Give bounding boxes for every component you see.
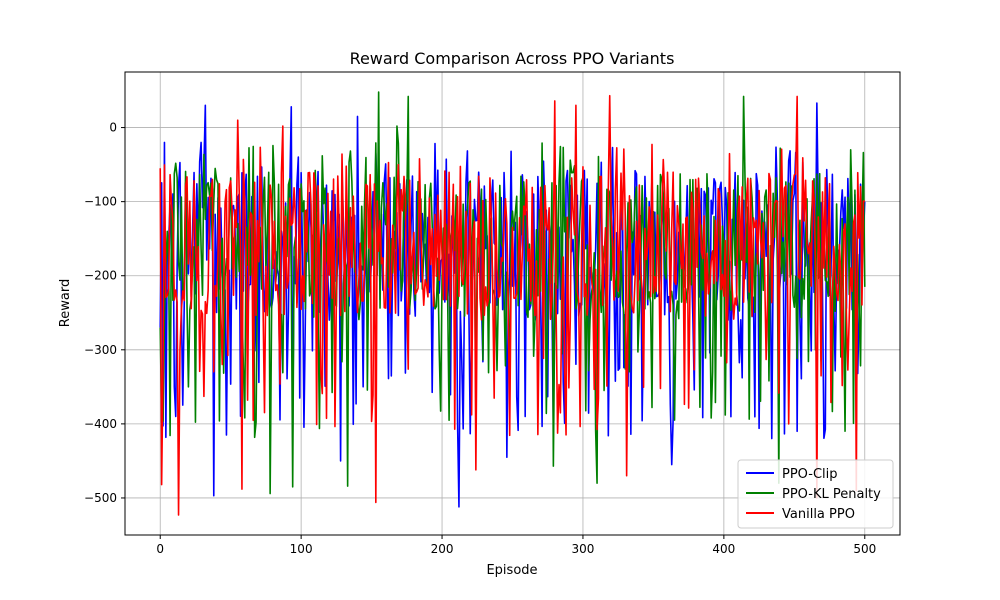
x-tick-label: 500 [853, 542, 876, 556]
legend: PPO-Clip PPO-KL Penalty Vanilla PPO [737, 459, 894, 529]
x-tick-label: 400 [712, 542, 735, 556]
series-line-vanilla-ppo [159, 94, 866, 516]
y-tick-label: −400 [84, 417, 117, 431]
y-tick-label: −100 [84, 195, 117, 209]
series-lines [159, 91, 866, 516]
legend-label: PPO-KL Penalty [782, 487, 881, 502]
x-axis-ticks: 0 100 200 300 400 500 [156, 535, 876, 556]
y-axis-ticks: 0 −100 −200 −300 −400 −500 [84, 121, 125, 505]
series-line-ppo-clip [159, 102, 866, 508]
x-tick-label: 100 [290, 542, 313, 556]
x-axis-label: Episode [486, 563, 537, 578]
legend-label: PPO-Clip [782, 467, 838, 482]
y-tick-label: −500 [84, 491, 117, 505]
plot-frame [124, 71, 901, 536]
legend-box [737, 459, 894, 529]
legend-label: Vanilla PPO [782, 507, 855, 522]
chart-title: Reward Comparison Across PPO Variants [350, 49, 675, 68]
x-tick-label: 200 [431, 542, 454, 556]
y-tick-label: −200 [84, 269, 117, 283]
y-tick-label: −300 [84, 343, 117, 357]
y-tick-label: 0 [109, 121, 117, 135]
series-line-ppo-kl-penalty [159, 91, 866, 495]
y-axis-label: Reward [58, 279, 73, 327]
x-tick-label: 300 [572, 542, 595, 556]
x-tick-label: 0 [156, 542, 164, 556]
